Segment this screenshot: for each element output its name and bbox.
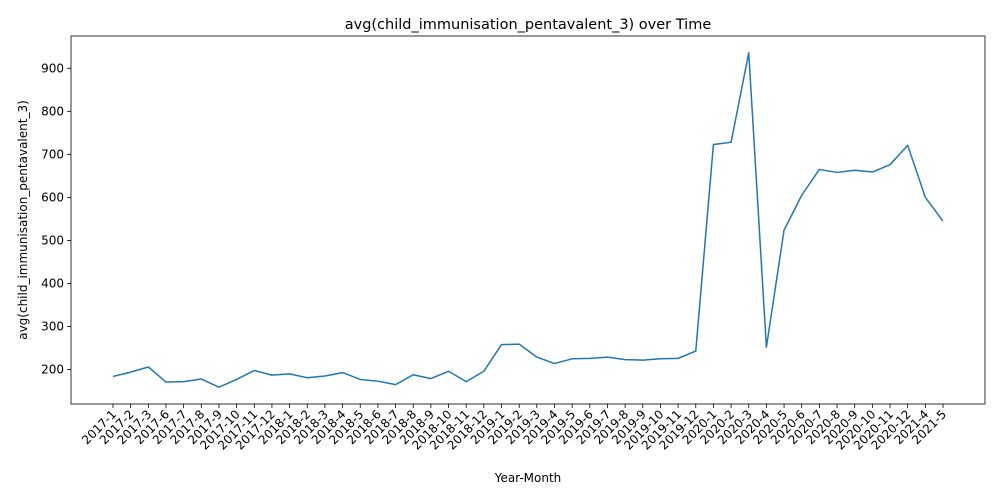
y-axis-label: avg(child_immunisation_pentavalent_3) <box>16 100 30 340</box>
chart-title: avg(child_immunisation_pentavalent_3) ov… <box>345 17 712 33</box>
x-axis-label: Year-Month <box>494 471 562 485</box>
y-tick-label: 300 <box>41 320 64 334</box>
y-tick-label: 500 <box>41 233 64 247</box>
y-tick-label: 400 <box>41 276 64 290</box>
y-tick-label: 200 <box>41 363 64 377</box>
y-tick-label: 600 <box>41 190 64 204</box>
y-tick-label: 800 <box>41 104 64 118</box>
y-tick-label: 900 <box>41 61 64 75</box>
y-tick-label: 700 <box>41 147 64 161</box>
series-line <box>112 52 944 388</box>
y-axis-ticks: 200 300 400 500 600 700 800 900 <box>41 61 71 377</box>
plot-area-frame <box>70 35 986 405</box>
